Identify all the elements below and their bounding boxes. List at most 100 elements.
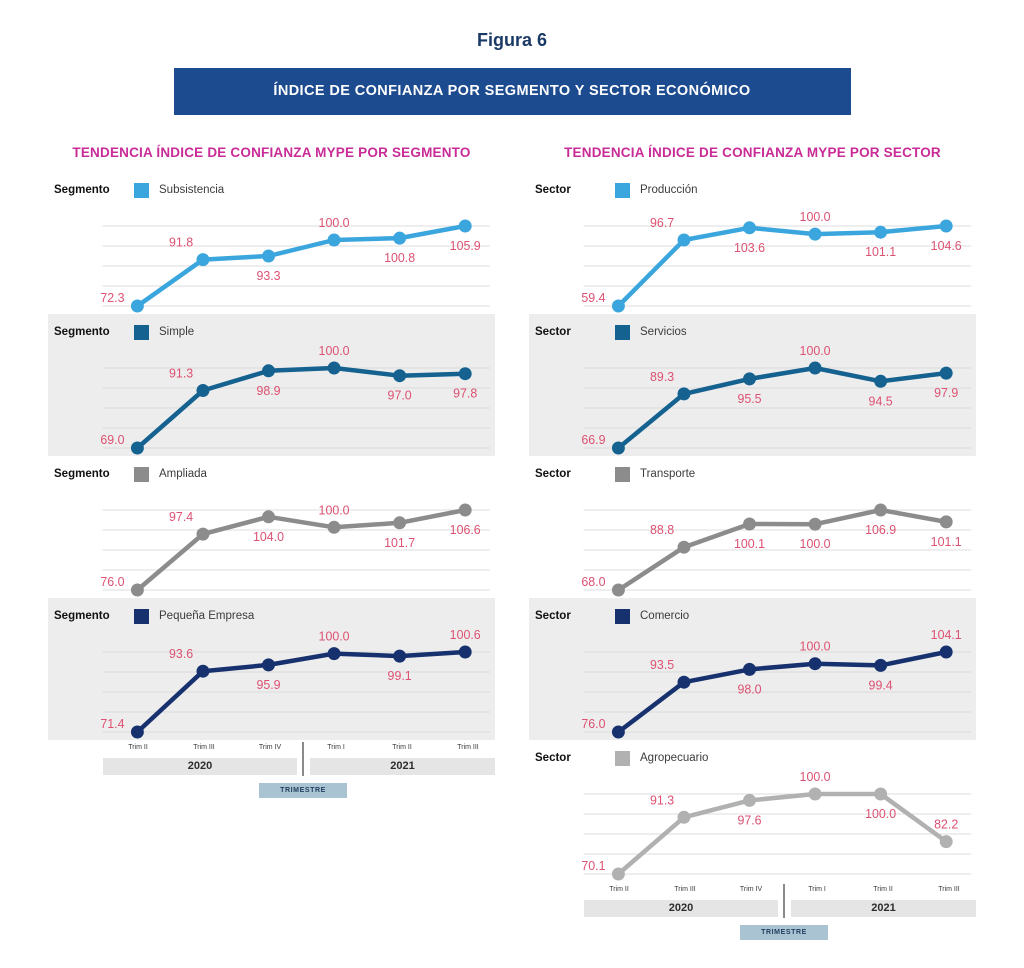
svg-text:91.8: 91.8: [169, 236, 193, 250]
legend-group-label: Segmento: [54, 326, 110, 338]
svg-text:97.4: 97.4: [169, 510, 193, 524]
svg-text:100.0: 100.0: [319, 630, 350, 644]
svg-text:70.1: 70.1: [581, 859, 605, 873]
svg-text:100.0: 100.0: [800, 640, 831, 654]
axis-tick-label: Trim II: [392, 744, 412, 751]
sector-column: TENDENCIA ÍNDICE DE CONFIANZA MYPE POR S…: [529, 145, 976, 946]
svg-text:100.0: 100.0: [800, 344, 831, 358]
legend-swatch: [134, 466, 149, 482]
svg-text:100.0: 100.0: [319, 216, 350, 230]
line-chart-pequena-empresa: 71.4 93.6 95.9 100.0 99.1 100.6: [100, 628, 491, 739]
chart-legend: Sector Comercio: [529, 604, 976, 628]
svg-text:97.6: 97.6: [737, 813, 761, 827]
svg-text:97.9: 97.9: [934, 386, 958, 400]
legend-swatch: [134, 608, 149, 624]
svg-text:69.0: 69.0: [100, 433, 124, 447]
line-chart-subsistencia: 72.3 91.8 93.3 100.0 100.8 105.9: [100, 216, 491, 313]
axis-tick-label: Trim I: [808, 886, 826, 893]
legend-group-label: Segmento: [54, 468, 110, 480]
chart-panel-subsistencia: Segmento Subsistencia 72.3 91.8 93.3 100.0 100…: [48, 172, 495, 314]
line-chart-simple: 69.0 91.3 98.9 100.0 97.0 97.8: [100, 344, 491, 455]
svg-text:98.0: 98.0: [737, 682, 761, 696]
svg-text:100.0: 100.0: [800, 537, 831, 551]
axis-tick-label: Trim II: [128, 744, 148, 751]
svg-text:106.6: 106.6: [450, 523, 481, 537]
svg-text:88.8: 88.8: [650, 523, 674, 537]
year-band-2021: 2021: [791, 900, 976, 917]
axis-tick-label: Trim II: [609, 886, 629, 893]
line-chart-comercio: 76.0 93.5 98.0 100.0 99.4 104.1: [581, 628, 972, 739]
axis-tick-label: Trim III: [674, 886, 696, 893]
year-band-2020: 2020: [584, 900, 778, 917]
segment-column: TENDENCIA ÍNDICE DE CONFIANZA MYPE POR S…: [48, 145, 495, 946]
svg-text:68.0: 68.0: [581, 575, 605, 589]
chart-legend: Sector Producción: [529, 178, 976, 202]
svg-text:100.0: 100.0: [319, 503, 350, 517]
svg-text:106.9: 106.9: [865, 523, 896, 537]
svg-text:71.4: 71.4: [100, 717, 124, 731]
figure-title: Figura 6: [476, 30, 547, 50]
svg-text:97.8: 97.8: [453, 387, 477, 401]
chart-panel-comercio: Sector Comercio 76.0 93.5 98.0 100.0 99.4 104.1: [529, 598, 976, 740]
segment-column-title: TENDENCIA ÍNDICE DE CONFIANZA MYPE POR S…: [72, 145, 471, 160]
svg-text:94.5: 94.5: [869, 394, 893, 408]
axis-title-trimestre: TRIMESTRE: [740, 925, 828, 940]
svg-text:66.9: 66.9: [581, 433, 605, 447]
chart-panel-simple: Segmento Simple 69.0 91.3 98.9 100.0 97.0 97.8: [48, 314, 495, 456]
chart-columns: TENDENCIA ÍNDICE DE CONFIANZA MYPE POR S…: [0, 145, 1024, 946]
chart-panel-ampliada: Segmento Ampliada 76.0 97.4 104.0 100.0 101.7 1…: [48, 456, 495, 598]
year-divider: [302, 742, 304, 776]
sector-x-axis: Trim II Trim III Trim IV Trim I Trim II Trim …: [529, 884, 976, 946]
legend-swatch: [615, 466, 630, 482]
svg-text:100.8: 100.8: [384, 251, 415, 265]
legend-series-name: Pequeña Empresa: [159, 610, 255, 622]
chart-panel-produccion: Sector Producción 59.4 96.7 103.6 100.0 101.1 1…: [529, 172, 976, 314]
legend-series-name: Transporte: [640, 468, 696, 480]
axis-tick-label: Trim II: [873, 886, 893, 893]
svg-text:100.1: 100.1: [734, 537, 765, 551]
line-chart-produccion: 59.4 96.7 103.6 100.0 101.1 104.6: [581, 210, 972, 313]
year-divider: [783, 884, 785, 918]
svg-text:104.1: 104.1: [931, 628, 962, 642]
svg-text:95.5: 95.5: [737, 392, 761, 406]
chart-panel-servicios: Sector Servicios 66.9 89.3 95.5 100.0 94.5 97.9: [529, 314, 976, 456]
svg-text:101.7: 101.7: [384, 536, 415, 550]
legend-series-name: Agropecuario: [640, 752, 709, 764]
svg-text:98.9: 98.9: [256, 384, 280, 398]
chart-legend: Segmento Subsistencia: [48, 178, 495, 202]
legend-series-name: Servicios: [640, 326, 687, 338]
svg-text:93.3: 93.3: [256, 269, 280, 283]
svg-text:97.0: 97.0: [388, 389, 412, 403]
legend-group-label: Sector: [535, 752, 571, 764]
line-chart-servicios: 66.9 89.3 95.5 100.0 94.5 97.9: [581, 344, 972, 455]
svg-text:100.0: 100.0: [865, 807, 896, 821]
year-band-2020: 2020: [103, 758, 297, 775]
legend-series-name: Subsistencia: [159, 184, 225, 196]
svg-text:105.9: 105.9: [450, 239, 481, 253]
svg-text:72.3: 72.3: [100, 291, 124, 305]
chart-legend: Segmento Ampliada: [48, 462, 495, 486]
chart-legend: Segmento Pequeña Empresa: [48, 604, 495, 628]
svg-text:99.1: 99.1: [388, 669, 412, 683]
legend-series-name: Ampliada: [159, 468, 207, 480]
svg-text:103.6: 103.6: [734, 241, 765, 255]
year-band-2021: 2021: [310, 758, 495, 775]
svg-text:91.3: 91.3: [650, 793, 674, 807]
svg-text:93.5: 93.5: [650, 658, 674, 672]
legend-swatch: [615, 750, 630, 766]
svg-text:76.0: 76.0: [581, 717, 605, 731]
chart-panel-transporte: Sector Transporte 68.0 88.8 100.1 100.0 106.9 1…: [529, 456, 976, 598]
legend-series-name: Simple: [159, 326, 195, 338]
svg-text:100.0: 100.0: [800, 210, 831, 224]
legend-swatch: [134, 324, 149, 340]
svg-text:59.4: 59.4: [581, 291, 605, 305]
chart-legend: Sector Servicios: [529, 320, 976, 344]
svg-text:104.0: 104.0: [253, 530, 284, 544]
chart-legend: Sector Agropecuario: [529, 746, 976, 770]
legend-group-label: Segmento: [54, 610, 110, 622]
legend-group-label: Segmento: [54, 184, 110, 196]
axis-title-trimestre: TRIMESTRE: [259, 783, 347, 798]
svg-text:91.3: 91.3: [169, 366, 193, 380]
svg-text:96.7: 96.7: [650, 216, 674, 230]
axis-tick-label: Trim III: [193, 744, 215, 751]
